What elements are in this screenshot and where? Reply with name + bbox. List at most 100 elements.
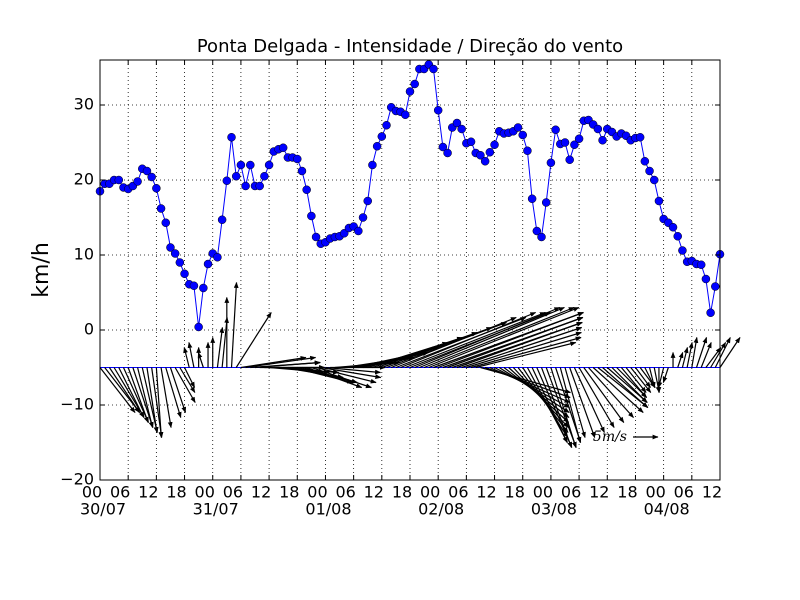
x-tick-label: 00 (533, 483, 553, 502)
wind-arrow (710, 341, 727, 368)
wind-arrow (522, 367, 569, 439)
plot-area (95, 60, 741, 481)
wind-arrow (165, 367, 182, 419)
speed-point (199, 283, 208, 293)
speed-point (142, 166, 152, 176)
speed-point (560, 138, 570, 147)
speed-point (307, 211, 316, 221)
y-tick-label: 20 (74, 170, 94, 189)
y-tick-label: −20 (60, 470, 94, 489)
wind-arrow (197, 351, 204, 368)
speed-point (358, 213, 368, 222)
x-tick-label: 18 (279, 483, 299, 502)
speed-point (711, 282, 720, 291)
wind-arrow (714, 336, 731, 368)
wind-arrow (677, 351, 684, 368)
speed-point (278, 143, 288, 152)
speed-point (260, 172, 269, 181)
wind-arrow (592, 367, 644, 413)
x-tick-label: 00 (645, 483, 665, 502)
wind-arrow (540, 367, 573, 449)
x-tick-label: 06 (223, 483, 243, 502)
speed-point (635, 133, 645, 142)
x-day-label: 03/08 (531, 500, 577, 519)
speed-point (382, 121, 391, 130)
x-day-label: 01/08 (305, 500, 351, 519)
wind-arrow (428, 306, 580, 369)
speed-point (570, 140, 579, 149)
x-tick-label: 18 (166, 483, 186, 502)
speed-point (433, 106, 443, 115)
speed-point (485, 148, 495, 157)
wind-arrow (719, 337, 741, 368)
speed-point (377, 132, 387, 141)
x-tick-label: 18 (392, 483, 412, 502)
x-tick-label: 12 (138, 483, 158, 502)
speed-point (194, 322, 203, 332)
wind-arrow (419, 306, 565, 369)
wind-arrow (470, 336, 582, 369)
wind-arrow (254, 360, 321, 369)
wind-arrow (550, 367, 577, 449)
x-day-label: 31/07 (193, 500, 239, 519)
speed-point (452, 118, 462, 128)
speed-point (180, 269, 189, 278)
speed-point (293, 154, 302, 164)
wind-arrow (662, 367, 669, 384)
speed-point (476, 151, 485, 160)
wind-arrow (315, 366, 377, 384)
wind-arrow (414, 306, 561, 369)
wind-arrow (405, 311, 546, 369)
speed-point (706, 308, 715, 317)
arrow-key-label: 5m/s (593, 429, 627, 445)
speed-point (649, 175, 659, 185)
wind-arrow (235, 311, 272, 368)
wind-arrow (118, 367, 145, 419)
speed-point (668, 223, 678, 232)
wind-arrow (691, 336, 699, 368)
speed-point (405, 87, 415, 96)
speed-point (152, 184, 161, 193)
speed-point (114, 175, 124, 185)
speed-point (241, 181, 250, 191)
wind-arrow (634, 367, 651, 388)
wind-arrow (99, 367, 136, 413)
speed-point (156, 204, 166, 213)
wind-arrow (183, 346, 190, 368)
wind-arrow (230, 281, 239, 368)
speed-point (490, 140, 499, 149)
speed-point (640, 157, 650, 166)
wind-arrow (187, 341, 195, 368)
x-tick-label: 06 (110, 483, 130, 502)
wind-arrow (456, 321, 583, 369)
wind-arrow (437, 311, 584, 369)
speed-point (429, 64, 438, 74)
speed-point (443, 148, 452, 158)
x-tick-label: 06 (561, 483, 581, 502)
wind-arrow (657, 367, 665, 389)
wind-arrow (564, 367, 586, 439)
speed-point (363, 196, 372, 206)
wind-arrow (466, 331, 582, 369)
speed-point (175, 258, 185, 267)
x-day-label: 02/08 (418, 500, 464, 519)
y-tick-label: −10 (60, 395, 94, 414)
speed-point (147, 172, 156, 182)
speed-point (598, 136, 607, 145)
y-tick-label: 0 (84, 320, 94, 339)
speed-point (264, 160, 274, 170)
wind-arrow (390, 316, 517, 369)
wind-arrow (648, 367, 656, 389)
wind-arrow (700, 341, 712, 368)
wind-arrow (311, 366, 372, 389)
x-day-label: 04/08 (644, 500, 690, 519)
wind-arrow (127, 367, 149, 424)
wind-arrow (306, 366, 363, 389)
speed-point (466, 137, 476, 146)
wind-arrow (146, 367, 159, 434)
speed-point (518, 130, 527, 140)
y-tick-label: 10 (74, 245, 94, 264)
speed-point (227, 133, 236, 142)
x-tick-label: 12 (476, 483, 496, 502)
